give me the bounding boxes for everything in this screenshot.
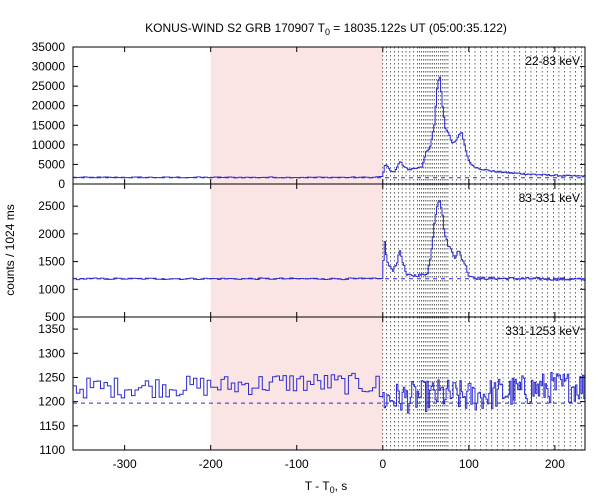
x-tick-label: 200 bbox=[545, 457, 565, 471]
y-tick-label: 2000 bbox=[38, 227, 65, 241]
y-tick-label: 0 bbox=[58, 177, 65, 191]
x-tick-label: -300 bbox=[113, 457, 137, 471]
y-tick-label: 500 bbox=[45, 310, 65, 324]
panel-3: 1100 1150 1200 1250 1300 1350 -300 -200 -100 0 100… bbox=[38, 316, 586, 471]
y-tick-label: 1350 bbox=[38, 322, 65, 336]
x-tick-label: 0 bbox=[379, 457, 386, 471]
panel-frame bbox=[72, 316, 586, 451]
shaded-interval bbox=[210, 184, 383, 317]
y-tick-label: 5000 bbox=[38, 157, 65, 171]
y-tick-label: 1250 bbox=[38, 370, 65, 384]
y-tick-label: 20000 bbox=[32, 99, 66, 113]
y-axis-label: counts / 1024 ms bbox=[3, 204, 17, 295]
series-line-1 bbox=[73, 76, 585, 179]
series-line-2 bbox=[73, 200, 585, 281]
y-tick-label: 1000 bbox=[38, 282, 65, 296]
chart-title: KONUS-WIND S2 GRB 170907 T0 = 18035.122s… bbox=[145, 21, 507, 37]
y-tick-label: 35000 bbox=[32, 40, 66, 54]
x-axis-label: T - T0, s bbox=[305, 479, 348, 495]
panel-energy-label: 22-83 keV bbox=[525, 54, 580, 68]
y-tick-label: 25000 bbox=[32, 79, 66, 93]
y-tick-label: 1500 bbox=[38, 255, 65, 269]
series-line-3 bbox=[73, 372, 585, 414]
x-tick-label: -200 bbox=[199, 457, 223, 471]
x-tick-label: -100 bbox=[285, 457, 309, 471]
y-tick-label: 15000 bbox=[32, 118, 66, 132]
panels-group: 0500010000150002000025000300003500022-83… bbox=[32, 40, 586, 471]
x-tick-label: 100 bbox=[459, 457, 479, 471]
y-tick-label: 1300 bbox=[38, 346, 65, 360]
y-tick-label: 10000 bbox=[32, 138, 66, 152]
y-tick-label: 1100 bbox=[39, 443, 65, 457]
y-tick-label: 2500 bbox=[38, 199, 65, 213]
panel-energy-label: 83-331 keV bbox=[519, 191, 580, 205]
y-tick-label: 1150 bbox=[39, 419, 65, 433]
y-tick-label: 1200 bbox=[38, 395, 65, 409]
panel-2: 500 1000 1500 2000 2500 83-331 keV bbox=[38, 183, 586, 324]
panel-1: 0 5000 10000 15000 20000 25000 30000 35000 22-83… bbox=[32, 40, 586, 191]
y-tick-label: 30000 bbox=[32, 60, 66, 74]
panel-energy-label: 331-1253 keV bbox=[505, 324, 580, 338]
shaded-interval bbox=[210, 47, 383, 184]
